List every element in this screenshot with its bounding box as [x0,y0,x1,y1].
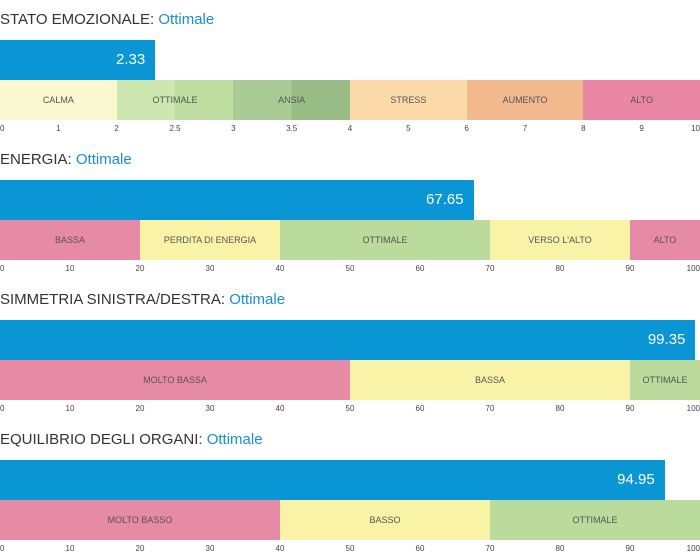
tick-label: 100 [686,544,700,553]
zone-segment: CALMA [0,80,117,120]
scale-ticks: 0 10 20 30 40 50 60 70 80 90 100 [0,401,700,417]
tick-label: 40 [275,544,285,553]
tick-label: 8 [581,124,586,133]
tick-label: 30 [205,404,215,413]
tick-label: 6 [464,124,469,133]
scale-ticks: 0 1 2 2.5 3 3.5 4 5 6 7 8 9 10 [0,121,700,137]
value-label: 94.95 [617,471,655,488]
tick-label: 70 [485,544,495,553]
zone-segment: ALTO [583,80,700,120]
zone-segment: BASSO [280,500,490,540]
tick-label: 50 [345,264,355,273]
tick-label: 60 [415,404,425,413]
tick-label: 10 [691,124,700,133]
zone-band: MOLTO BASSO BASSO OTTIMALE [0,500,700,540]
zone-segment: OTTIMALE [490,500,700,540]
tick-label: 9 [639,124,644,133]
scale-ticks: 0 10 20 30 40 50 60 70 80 90 100 [0,261,700,277]
zone-segment: STRESS [350,80,467,120]
gauge-title: ENERGIA: Ottimale [0,150,132,170]
gauge-status: Ottimale [229,291,286,308]
tick-label: 2 [114,124,119,133]
tick-label: 90 [625,544,635,553]
gauge-label: STATO EMOZIONALE: [0,11,155,28]
zone-segment: BASSA [0,220,140,260]
tick-label: 2.5 [169,124,181,133]
gauge-label: SIMMETRIA SINISTRA/DESTRA: [0,291,226,308]
tick-label: 7 [522,124,528,133]
tick-label: 80 [555,544,565,553]
tick-label: 5 [406,124,411,133]
gauge-status: Ottimale [206,431,263,448]
zone-segment: ALTO [630,220,700,260]
value-bar: 99.35 [0,320,696,360]
value-bar: 94.95 [0,460,665,500]
tick-label: 70 [485,264,495,273]
gauge-section: SIMMETRIA SINISTRA/DESTRA: Ottimale 99.35… [0,280,700,420]
tick-label: 50 [345,404,355,413]
zone-segment: OTTIMALE [116,80,234,120]
zone-segment: PERDITA DI ENERGIA [140,220,280,260]
value-label: 99.35 [647,331,686,348]
tick-label: 100 [686,404,700,413]
tick-label: 40 [275,264,285,273]
zone-segment: AUMENTO [466,80,584,120]
gauge-title: SIMMETRIA SINISTRA/DESTRA: Ottimale [0,290,285,310]
tick-label: 20 [135,264,145,273]
value-label: 67.65 [426,191,464,208]
zone-segment: ANSIA [233,80,350,120]
zone-band: CALMA OTTIMALE ANSIA STRESS AUMENTO ALTO [0,80,700,120]
tick-label: 90 [625,404,635,413]
tick-label: 0 [0,264,5,273]
tick-label: 1 [56,124,61,133]
gauge-title: STATO EMOZIONALE: Ottimale [0,10,214,30]
tick-label: 60 [415,264,425,273]
zone-segment: MOLTO BASSO [0,500,280,540]
tick-label: 0 [0,544,5,553]
value-bar: 67.65 [0,180,474,220]
zone-band: MOLTO BASSA BASSA OTTIMALE [0,360,700,400]
tick-label: 40 [275,404,285,413]
tick-label: 3.5 [286,124,298,133]
zone-segment: BASSA [350,360,630,400]
tick-label: 20 [135,544,145,553]
zone-segment: VERSO L'ALTO [490,220,630,260]
zone-segment: MOLTO BASSA [0,360,350,400]
tick-label: 80 [555,264,565,273]
gauge-title: EQUILIBRIO DEGLI ORGANI: Ottimale [0,430,263,450]
tick-label: 0 [0,124,5,133]
gauge-section: STATO EMOZIONALE: Ottimale 2.33 CALMA OTTIM… [0,0,700,140]
tick-label: 90 [625,264,635,273]
tick-label: 10 [65,404,75,413]
gauge-label: EQUILIBRIO DEGLI ORGANI: [0,431,203,448]
zone-segment: OTTIMALE [630,360,700,400]
scale-ticks: 0 10 20 30 40 50 60 70 80 90 100 [0,541,700,557]
tick-label: 100 [686,264,700,273]
gauge-label: ENERGIA: [0,151,72,168]
tick-label: 30 [205,264,215,273]
gauge-status: Ottimale [75,151,132,168]
tick-label: 3 [231,124,236,133]
zone-band: BASSA PERDITA DI ENERGIA OTTIMALE VERSO L'A… [0,220,700,260]
tick-label: 4 [347,124,353,133]
zone-segment: OTTIMALE [280,220,490,260]
tick-label: 70 [485,404,495,413]
tick-label: 10 [65,264,75,273]
value-label: 2.33 [115,51,146,68]
tick-label: 30 [205,544,215,553]
tick-label: 50 [345,544,355,553]
value-bar: 2.33 [0,40,156,80]
tick-label: 0 [0,404,5,413]
gauge-section: ENERGIA: Ottimale 67.65 BASSA PERDITA DI EN… [0,140,700,280]
tick-label: 60 [415,544,425,553]
tick-label: 20 [135,404,145,413]
tick-label: 10 [65,544,75,553]
tick-label: 80 [555,404,565,413]
gauge-section: EQUILIBRIO DEGLI ORGANI: Ottimale 94.95 MO… [0,420,700,560]
gauge-status: Ottimale [158,11,215,28]
